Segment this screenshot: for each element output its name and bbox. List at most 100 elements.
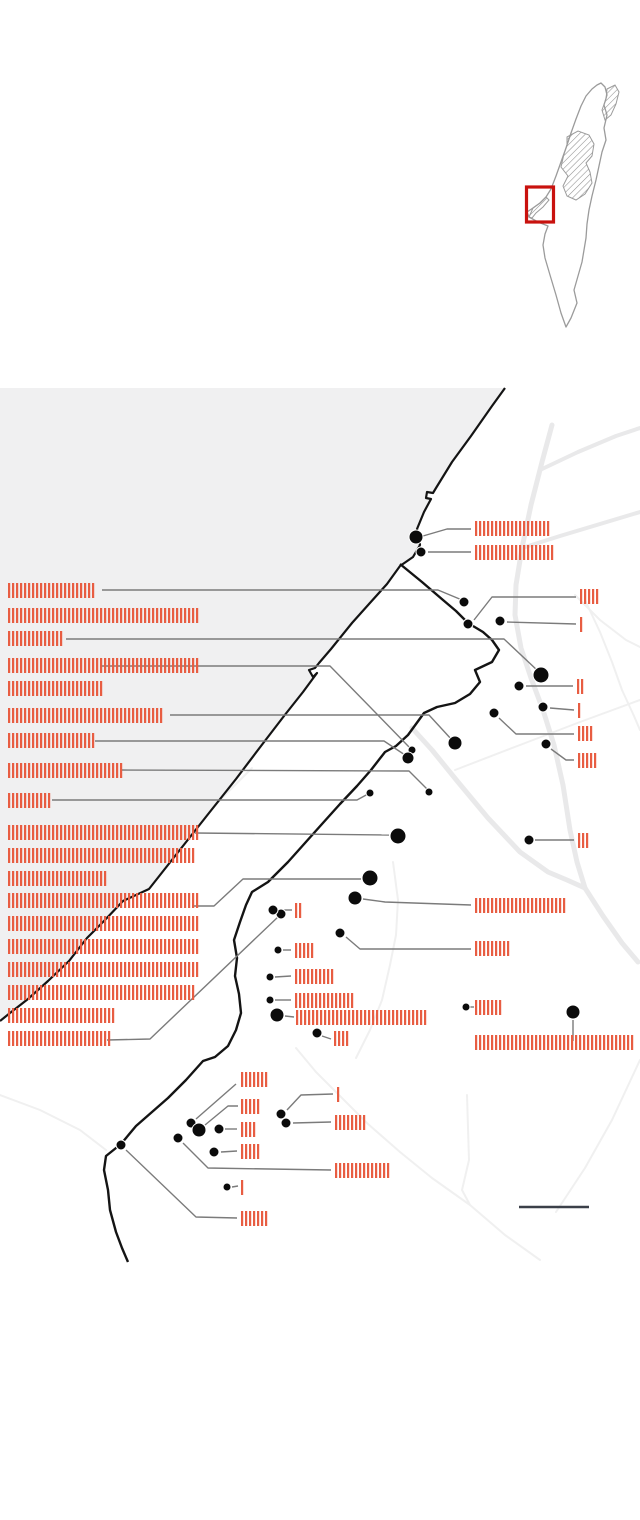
tally-mark (351, 1163, 354, 1178)
tally-mark (132, 893, 135, 908)
tally-mark (28, 658, 31, 673)
tally-mark (40, 893, 43, 908)
tally-mark (80, 825, 83, 840)
tally-mark (88, 763, 91, 778)
tally-mark (140, 962, 143, 977)
tally-mark (28, 608, 31, 623)
tally-mark (156, 658, 159, 673)
tally-mark (68, 763, 71, 778)
tally-mark (347, 993, 350, 1008)
tally-group (578, 833, 589, 848)
tally-mark (48, 893, 51, 908)
tally-mark (64, 916, 67, 931)
tally-mark (92, 893, 95, 908)
location-dot (389, 827, 407, 845)
tally-mark (16, 658, 19, 673)
tally-mark (64, 939, 67, 954)
tally-group (580, 589, 599, 604)
tally-mark (100, 763, 103, 778)
tally-mark (578, 726, 581, 741)
tally-mark (144, 916, 147, 931)
tally-mark (586, 726, 589, 741)
tally-mark (56, 962, 59, 977)
tally-mark (92, 985, 95, 1000)
tally-mark (72, 1031, 75, 1046)
tally-mark (307, 969, 310, 984)
tally-mark (84, 893, 87, 908)
tally-mark (499, 1035, 502, 1050)
tally-mark (64, 608, 67, 623)
leader-line (193, 878, 361, 907)
tally-mark (48, 939, 51, 954)
tally-mark (551, 545, 554, 560)
tally-mark (132, 658, 135, 673)
tally-mark (176, 962, 179, 977)
tally-mark (132, 708, 135, 723)
tally-mark (339, 1163, 342, 1178)
tally-mark (619, 1035, 622, 1050)
tally-mark (12, 708, 15, 723)
tally-mark (296, 1010, 299, 1025)
leader-line (52, 793, 369, 801)
tally-mark (188, 939, 191, 954)
tally-mark (76, 1031, 79, 1046)
tally-mark (88, 962, 91, 977)
location-dot (461, 1002, 471, 1012)
tally-mark (507, 1035, 510, 1050)
tally-mark (503, 521, 506, 536)
tally-mark (343, 1163, 346, 1178)
tally-mark (148, 939, 151, 954)
tally-mark (88, 608, 91, 623)
location-dot (424, 787, 434, 797)
tally-mark (160, 985, 163, 1000)
tally-mark (295, 903, 298, 918)
tally-mark (120, 939, 123, 954)
tally-mark (8, 848, 11, 863)
tally-mark (164, 939, 167, 954)
tally-mark (491, 521, 494, 536)
tally-mark (120, 658, 123, 673)
tally-mark (60, 985, 63, 1000)
leader-lines-layer (52, 528, 577, 1219)
tally-group (8, 733, 95, 748)
tally-mark (578, 753, 581, 768)
tally-mark (12, 1008, 15, 1023)
tally-mark (36, 608, 39, 623)
road-line (191, 767, 253, 831)
tally-mark (40, 962, 43, 977)
tally-mark (16, 733, 19, 748)
tally-mark (575, 1035, 578, 1050)
tally-mark (44, 608, 47, 623)
tally-mark (100, 871, 103, 886)
tally-mark (16, 763, 19, 778)
tally-mark (56, 658, 59, 673)
tally-mark (343, 993, 346, 1008)
tally-mark (20, 631, 23, 646)
tally-mark (52, 916, 55, 931)
tally-mark (483, 545, 486, 560)
gaza-hatched-region (528, 196, 550, 219)
tally-mark (253, 1144, 256, 1159)
tally-mark (295, 993, 298, 1008)
tally-mark (64, 893, 67, 908)
tally-group (241, 1099, 260, 1114)
tally-mark (36, 1031, 39, 1046)
tally-mark (68, 893, 71, 908)
tally-mark (559, 898, 562, 913)
tally-mark (100, 985, 103, 1000)
tally-mark (60, 1008, 63, 1023)
tally-group (475, 1000, 502, 1015)
tally-mark (261, 1211, 264, 1226)
tally-mark (12, 962, 15, 977)
tally-mark (52, 608, 55, 623)
tally-mark (80, 658, 83, 673)
tally-mark (249, 1072, 252, 1087)
tally-mark (535, 898, 538, 913)
tally-mark (475, 521, 478, 536)
tally-mark (582, 726, 585, 741)
tally-mark (176, 985, 179, 1000)
tally-mark (188, 893, 191, 908)
tally-mark (164, 658, 167, 673)
tally-mark (503, 941, 506, 956)
tally-mark (335, 1115, 338, 1130)
